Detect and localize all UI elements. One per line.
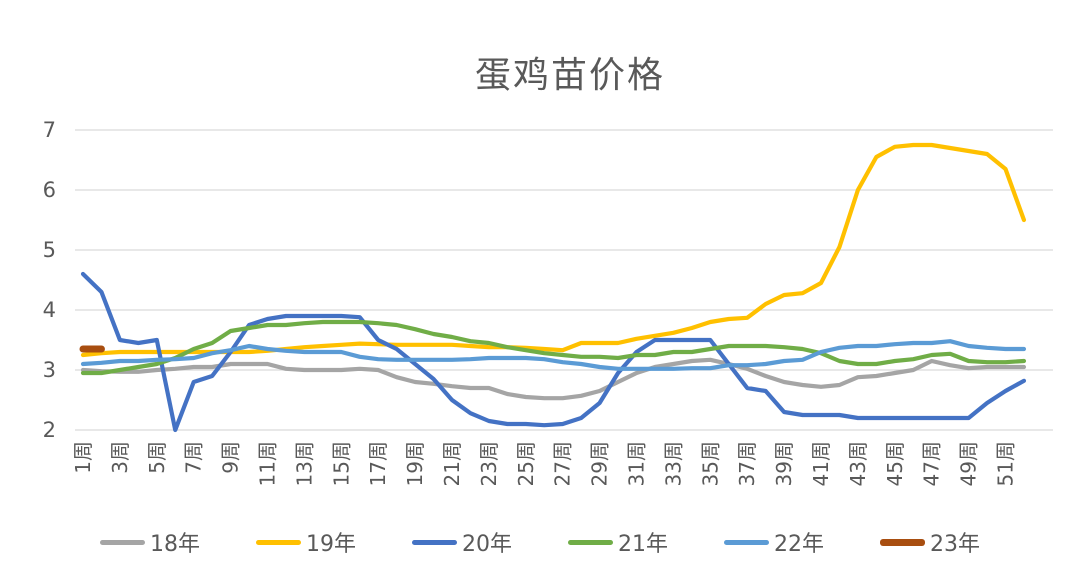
x-axis-tick-19: 19周 <box>403 441 427 486</box>
y-axis-tick-5: 5 <box>43 238 56 262</box>
legend-line-swatch-19 <box>256 539 301 545</box>
x-axis-tick-5: 5周 <box>145 441 169 474</box>
x-axis-tick-41: 41周 <box>809 441 833 486</box>
y-axis-tick-7: 7 <box>43 118 56 142</box>
x-axis-tick-35: 35周 <box>698 441 722 486</box>
y-axis-tick-3: 3 <box>43 358 56 382</box>
series-line-20[interactable] <box>80 271 1027 433</box>
legend-label-23: 23年 <box>930 532 980 557</box>
series-line-22[interactable] <box>80 339 1027 371</box>
x-axis-tick-25: 25周 <box>514 441 538 486</box>
legend: 18年 19年 20年 21年 22年 23年 <box>0 526 1080 558</box>
legend-item-20[interactable]: 20年 <box>412 526 512 558</box>
legend-item-19[interactable]: 19年 <box>256 526 356 558</box>
legend-item-22[interactable]: 22年 <box>724 526 824 558</box>
legend-label-22: 22年 <box>774 532 824 557</box>
x-axis-tick-45: 45周 <box>883 441 907 486</box>
x-axis-tick-15: 15周 <box>329 441 353 486</box>
y-axis-tick-4: 4 <box>43 298 56 322</box>
legend-label-20: 20年 <box>462 532 512 557</box>
x-axis-tick-3: 3周 <box>108 441 132 474</box>
y-axis-tick-2: 2 <box>43 418 56 442</box>
x-axis-tick-27: 27周 <box>551 441 575 486</box>
legend-label-19: 19年 <box>306 532 356 557</box>
legend-item-23[interactable]: 23年 <box>880 526 980 558</box>
legend-line-swatch-18 <box>100 539 145 545</box>
legend-label-18: 18年 <box>150 532 200 557</box>
legend-line-swatch-23 <box>880 538 925 546</box>
x-axis-tick-33: 33周 <box>661 441 685 486</box>
x-axis-tick-7: 7周 <box>182 441 206 474</box>
series-line-21[interactable] <box>80 319 1027 376</box>
series-line-18[interactable] <box>80 357 1027 401</box>
x-axis-tick-23: 23周 <box>477 441 501 486</box>
plot-area: 2 3 4 5 6 7 1周 3周 5周 7周 9周 11周 13周 15周 17周 19周 21周 23周 25周… <box>43 118 1053 486</box>
legend-line-swatch-22 <box>724 539 769 545</box>
legend-label-21: 21年 <box>618 532 668 557</box>
x-axis-tick-29: 29周 <box>588 441 612 486</box>
x-axis-tick-21: 21周 <box>440 441 464 486</box>
x-axis-tick-43: 43周 <box>846 441 870 486</box>
legend-item-21[interactable]: 21年 <box>568 526 668 558</box>
x-axis-tick-11: 11周 <box>256 441 280 486</box>
x-axis-tick-49: 49周 <box>957 441 981 486</box>
x-axis-tick-31: 31周 <box>625 441 649 486</box>
legend-line-swatch-20 <box>412 539 457 545</box>
legend-item-18[interactable]: 18年 <box>100 526 200 558</box>
x-axis-tick-39: 39周 <box>772 441 796 486</box>
legend-line-swatch-21 <box>568 539 613 545</box>
x-axis-tick-47: 47周 <box>920 441 944 486</box>
x-axis-tick-1: 1周 <box>71 441 95 474</box>
x-axis-tick-17: 17周 <box>366 441 390 486</box>
x-axis-tick-9: 9周 <box>219 441 243 474</box>
x-axis-tick-51: 51周 <box>994 441 1018 486</box>
y-axis-tick-6: 6 <box>43 178 56 202</box>
chart-title: 蛋鸡苗价格 <box>474 55 665 96</box>
x-axis-tick-37: 37周 <box>735 441 759 486</box>
x-axis-tick-13: 13周 <box>292 441 316 486</box>
series-line-19[interactable] <box>80 142 1027 358</box>
